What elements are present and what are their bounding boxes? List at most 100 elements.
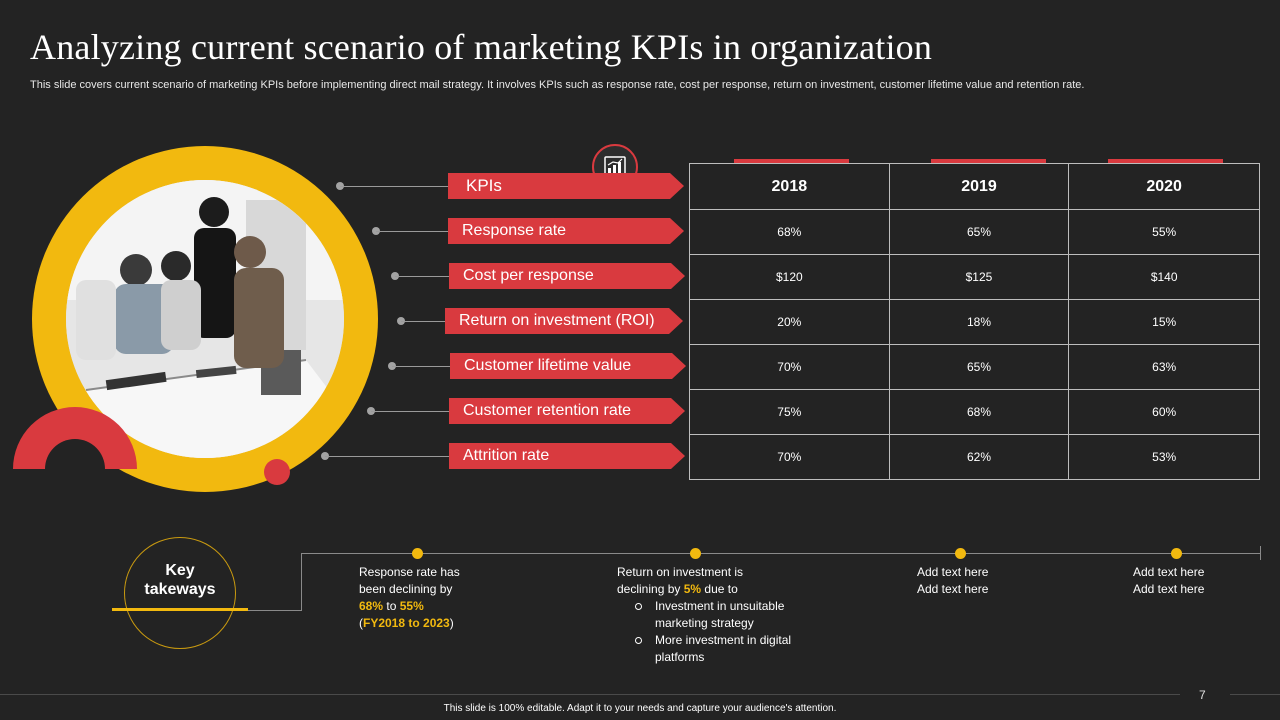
note-line: Add text here bbox=[917, 565, 989, 579]
key-takeaways-line: Key bbox=[165, 562, 195, 579]
note-text: due to bbox=[701, 582, 738, 596]
table-cell: 68% bbox=[888, 389, 1070, 435]
key-takeaways-circle bbox=[124, 537, 236, 649]
bullet-list: Investment in unsuitable marketing strat… bbox=[617, 598, 817, 666]
table-row: $120 $125 $140 bbox=[689, 254, 1260, 300]
year-accent-bar bbox=[1108, 159, 1223, 163]
bullet-item: Investment in unsuitable marketing strat… bbox=[617, 598, 817, 632]
table-cell: 60% bbox=[1068, 389, 1260, 435]
timeline-dot bbox=[1171, 548, 1182, 559]
timeline-dot bbox=[412, 548, 423, 559]
note-line: Add text here bbox=[1133, 565, 1205, 579]
highlight-value: FY2018 to 2023 bbox=[363, 616, 450, 630]
table-cell: 75% bbox=[689, 389, 890, 435]
slide-title: Analyzing current scenario of marketing … bbox=[30, 27, 933, 67]
note-line: declining by 5% due to bbox=[617, 581, 817, 598]
note-text: ( bbox=[359, 616, 363, 630]
table-cell: 70% bbox=[689, 344, 890, 390]
note-text: ) bbox=[449, 616, 454, 630]
kpi-row: Customer lifetime value bbox=[388, 353, 686, 381]
footer-text: This slide is 100% editable. Adapt it to… bbox=[443, 703, 837, 714]
slide-subtitle: This slide covers current scenario of ma… bbox=[30, 79, 1085, 91]
bullet-item: More investment in digital platforms bbox=[617, 632, 817, 666]
table-row: 75% 68% 60% bbox=[689, 389, 1260, 435]
table-cell: $125 bbox=[888, 254, 1070, 300]
kpi-label: Cost per response bbox=[449, 263, 685, 289]
kpi-label: Customer retention rate bbox=[449, 398, 685, 424]
table-cell: 68% bbox=[689, 209, 890, 255]
takeaway-note: Return on investment is declining by 5% … bbox=[617, 564, 817, 666]
footer-divider bbox=[0, 694, 1180, 695]
takeaway-note: Add text here Add text here bbox=[917, 564, 1037, 598]
page-number: 7 bbox=[1199, 688, 1206, 702]
connector-line bbox=[401, 321, 445, 322]
note-line: 68% to 55% bbox=[359, 598, 539, 615]
table-header-row: 2018 2019 2020 bbox=[689, 163, 1260, 210]
connector-line bbox=[325, 456, 449, 457]
note-line: Response rate has bbox=[359, 565, 460, 579]
table-cell: 70% bbox=[689, 434, 890, 480]
note-line: been declining by bbox=[359, 582, 453, 596]
timeline-connector bbox=[301, 553, 302, 611]
column-header-year: 2019 bbox=[888, 163, 1070, 210]
table-cell: 65% bbox=[888, 209, 1070, 255]
timeline-line bbox=[301, 553, 1261, 554]
highlight-value: 5% bbox=[683, 582, 702, 596]
kpi-row: Response rate bbox=[372, 218, 686, 246]
note-line: Add text here bbox=[917, 582, 989, 596]
table-cell: 15% bbox=[1068, 299, 1260, 345]
timeline-dot bbox=[690, 548, 701, 559]
connector-line bbox=[392, 366, 450, 367]
table-cell: $140 bbox=[1068, 254, 1260, 300]
kpi-label: Return on investment (ROI) bbox=[445, 308, 683, 334]
table-cell: 55% bbox=[1068, 209, 1260, 255]
note-text: to bbox=[383, 599, 400, 613]
kpi-label: Response rate bbox=[448, 218, 684, 244]
note-line: Add text here bbox=[1133, 582, 1205, 596]
key-takeaways-underline bbox=[112, 608, 248, 611]
timeline-end-tick bbox=[1260, 546, 1261, 560]
year-accent-bar bbox=[734, 159, 849, 163]
column-header-year: 2020 bbox=[1068, 163, 1260, 210]
highlight-value: 55% bbox=[399, 599, 424, 613]
year-accent-bar bbox=[931, 159, 1046, 163]
timeline-dot bbox=[955, 548, 966, 559]
kpi-row: Customer retention rate bbox=[367, 398, 686, 426]
kpi-row: Cost per response bbox=[391, 263, 686, 291]
key-takeaways-line: takeways bbox=[144, 581, 216, 598]
connector-line bbox=[371, 411, 449, 412]
table-row: 20% 18% 15% bbox=[689, 299, 1260, 345]
connector-line bbox=[395, 276, 449, 277]
kpi-table-wrap: 2018 2019 2020 68% 65% 55% $120 $125 $14… bbox=[689, 159, 1260, 480]
highlight-value: 68% bbox=[359, 599, 384, 613]
note-text: declining by bbox=[617, 582, 684, 596]
connector-line bbox=[340, 186, 448, 187]
takeaway-note: Response rate has been declining by 68% … bbox=[359, 564, 539, 632]
table-row: 70% 62% 53% bbox=[689, 434, 1260, 480]
table-cell: 53% bbox=[1068, 434, 1260, 480]
kpi-row: Attrition rate bbox=[321, 443, 686, 471]
table-row: 68% 65% 55% bbox=[689, 209, 1260, 255]
takeaway-note: Add text here Add text here bbox=[1133, 564, 1253, 598]
table-cell: 62% bbox=[888, 434, 1070, 480]
table-cell: 20% bbox=[689, 299, 890, 345]
kpi-table: 2018 2019 2020 68% 65% 55% $120 $125 $14… bbox=[689, 163, 1260, 480]
table-cell: 65% bbox=[888, 344, 1070, 390]
note-line: Return on investment is bbox=[617, 565, 744, 579]
table-cell: $120 bbox=[689, 254, 890, 300]
kpi-label: Attrition rate bbox=[449, 443, 685, 469]
kpi-header-row: KPIs bbox=[336, 173, 686, 201]
timeline-connector bbox=[248, 610, 302, 611]
table-row: 70% 65% 63% bbox=[689, 344, 1260, 390]
note-line: (FY2018 to 2023) bbox=[359, 615, 539, 632]
table-cell: 18% bbox=[888, 299, 1070, 345]
footer-divider bbox=[1230, 694, 1280, 695]
table-cell: 63% bbox=[1068, 344, 1260, 390]
kpi-label: Customer lifetime value bbox=[450, 353, 686, 379]
kpi-row: Return on investment (ROI) bbox=[397, 308, 686, 336]
kpi-header-label: KPIs bbox=[448, 173, 684, 199]
key-takeaways-label: Key takeways bbox=[124, 561, 236, 599]
decorative-red-dot bbox=[264, 459, 290, 485]
column-header-year: 2018 bbox=[689, 163, 890, 210]
connector-line bbox=[376, 231, 448, 232]
